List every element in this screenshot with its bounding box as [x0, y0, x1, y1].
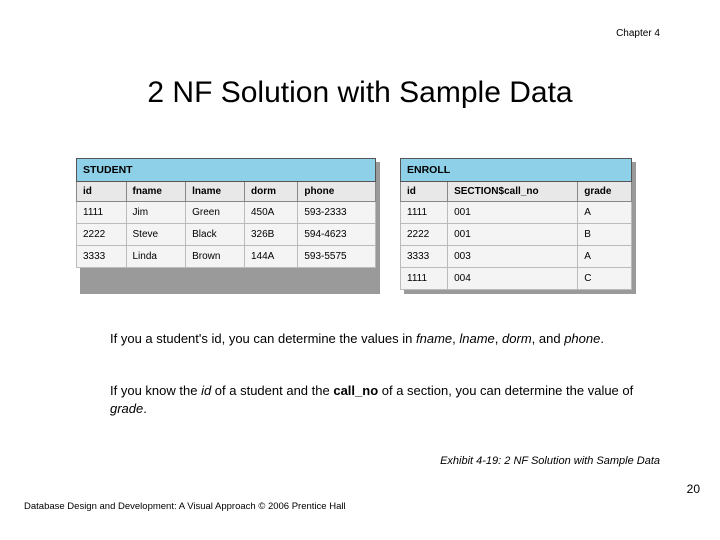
table-row: 3333 Linda Brown 144A 593-5575 [77, 246, 376, 268]
cell: Black [186, 224, 245, 246]
student-col-fname: fname [126, 182, 186, 202]
cell: A [578, 202, 632, 224]
cell: 1111 [401, 268, 448, 290]
cell: 3333 [77, 246, 127, 268]
student-table-title: STUDENT [77, 159, 376, 182]
page-number: 20 [687, 482, 700, 496]
text: of a section, you can determine the valu… [378, 383, 633, 398]
enroll-col-grade: grade [578, 182, 632, 202]
cell: Green [186, 202, 245, 224]
cell: 326B [244, 224, 297, 246]
italic-dorm: dorm [502, 331, 532, 346]
text: . [600, 331, 604, 346]
cell: 1111 [401, 202, 448, 224]
text: , [495, 331, 502, 346]
italic-phone: phone [564, 331, 600, 346]
cell: Brown [186, 246, 245, 268]
cell: 450A [244, 202, 297, 224]
text: , and [532, 331, 565, 346]
chapter-label: Chapter 4 [616, 28, 660, 39]
cell: 2222 [401, 224, 448, 246]
cell: Linda [126, 246, 186, 268]
cell: 1111 [77, 202, 127, 224]
text: . [143, 401, 147, 416]
cell: 593-5575 [298, 246, 376, 268]
table-row: 1111 001 A [401, 202, 632, 224]
text: of a student and the [211, 383, 333, 398]
cell: 004 [448, 268, 578, 290]
enroll-col-id: id [401, 182, 448, 202]
cell: A [578, 246, 632, 268]
student-table: STUDENT id fname lname dorm phone 1111 J… [76, 158, 376, 268]
student-col-id: id [77, 182, 127, 202]
cell: Jim [126, 202, 186, 224]
enroll-col-callno: SECTION$call_no [448, 182, 578, 202]
enroll-table-title: ENROLL [401, 159, 632, 182]
table-row: 3333 003 A [401, 246, 632, 268]
student-col-dorm: dorm [244, 182, 297, 202]
cell: 003 [448, 246, 578, 268]
italic-fname: fname [416, 331, 452, 346]
table-row: 1111 004 C [401, 268, 632, 290]
tables-container: STUDENT id fname lname dorm phone 1111 J… [76, 158, 664, 290]
italic-id: id [201, 383, 211, 398]
cell: Steve [126, 224, 186, 246]
text: If you know the [110, 383, 201, 398]
italic-grade: grade [110, 401, 143, 416]
student-table-wrap: STUDENT id fname lname dorm phone 1111 J… [76, 158, 376, 290]
cell: 594-4623 [298, 224, 376, 246]
cell: B [578, 224, 632, 246]
student-col-phone: phone [298, 182, 376, 202]
bold-callno: call_no [333, 383, 378, 398]
enroll-header-row: id SECTION$call_no grade [401, 182, 632, 202]
enroll-table-wrap: ENROLL id SECTION$call_no grade 1111 001… [400, 158, 632, 290]
cell: 144A [244, 246, 297, 268]
cell: 001 [448, 202, 578, 224]
table-row: 1111 Jim Green 450A 593-2333 [77, 202, 376, 224]
paragraph-2: If you know the id of a student and the … [110, 382, 650, 417]
paragraph-1: If you a student's id, you can determine… [110, 330, 650, 348]
table-row: 2222 001 B [401, 224, 632, 246]
student-header-row: id fname lname dorm phone [77, 182, 376, 202]
exhibit-caption: Exhibit 4-19: 2 NF Solution with Sample … [440, 455, 660, 467]
text: If you a student's id, you can determine… [110, 331, 416, 346]
footer-text: Database Design and Development: A Visua… [24, 501, 346, 512]
cell: 2222 [77, 224, 127, 246]
enroll-table: ENROLL id SECTION$call_no grade 1111 001… [400, 158, 632, 290]
table-row: 2222 Steve Black 326B 594-4623 [77, 224, 376, 246]
page-title: 2 NF Solution with Sample Data [0, 76, 720, 110]
cell: 593-2333 [298, 202, 376, 224]
italic-lname: lname [459, 331, 494, 346]
cell: 001 [448, 224, 578, 246]
student-col-lname: lname [186, 182, 245, 202]
cell: 3333 [401, 246, 448, 268]
cell: C [578, 268, 632, 290]
